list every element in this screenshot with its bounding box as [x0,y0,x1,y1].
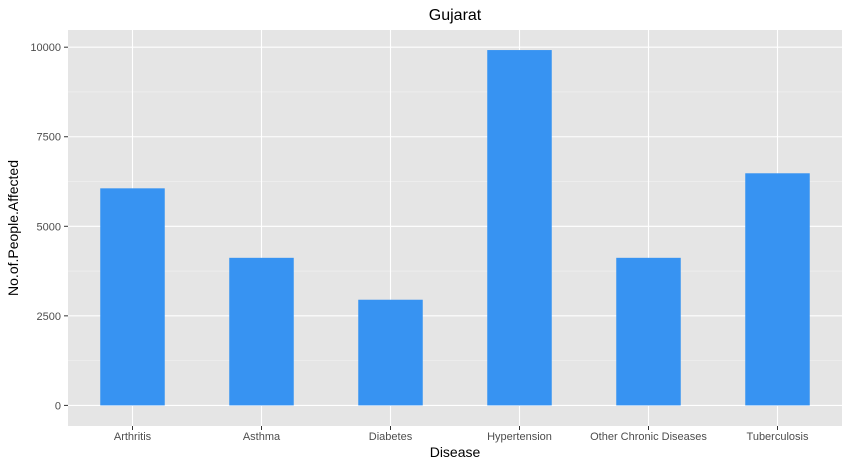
x-tick-label: Arthritis [114,431,152,443]
bar-tuberculosis [745,173,810,406]
bar-diabetes [358,299,423,406]
chart-title: Gujarat [429,7,482,24]
y-tick-label: 7500 [37,132,61,144]
bar-asthma [229,257,294,406]
y-tick-label: 2500 [37,311,61,323]
bar-hypertension [487,50,552,406]
y-axis-title: No.of.People.Affected [5,160,21,296]
x-axis: Arthritis Asthma Diabetes Hypertension Other… [114,426,809,443]
x-tick-label: Asthma [243,431,281,443]
x-axis-title: Disease [430,444,481,460]
y-tick-label: 5000 [37,221,61,233]
x-tick-label: Diabetes [369,431,413,443]
plot-panel [68,30,842,426]
bar-other-chronic-diseases [616,257,681,406]
y-tick-label: 10000 [30,42,61,54]
x-tick-label: Hypertension [487,431,552,443]
bars [100,50,810,406]
y-axis: 0 2500 5000 7500 10000 [30,42,68,412]
x-tick-label: Tuberculosis [747,431,809,443]
x-tick-label: Other Chronic Diseases [590,431,707,443]
bar-arthritis [100,188,165,406]
y-tick-label: 0 [55,400,61,412]
